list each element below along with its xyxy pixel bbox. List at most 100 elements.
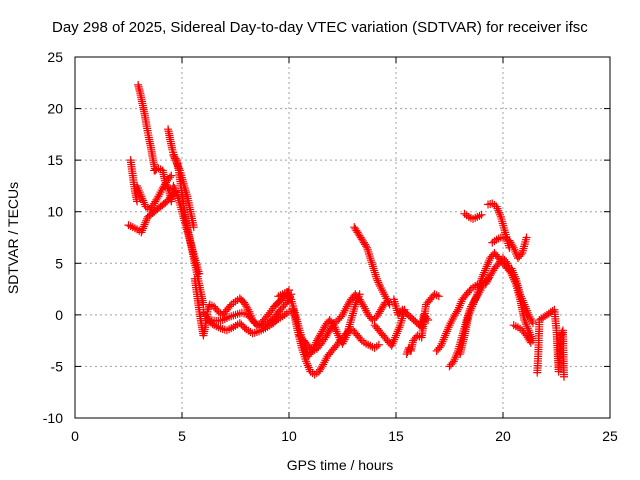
- data-point-interp: [493, 204, 502, 213]
- data-point-interp: [510, 272, 519, 281]
- data-point: [449, 357, 458, 366]
- data-point-interp: [134, 186, 143, 195]
- data-point: [387, 341, 396, 350]
- data-point-interp: [479, 270, 488, 279]
- x-tick-label: 20: [495, 428, 511, 444]
- data-series-trace-20: [460, 209, 486, 223]
- data-point-interp: [182, 188, 191, 197]
- data-point-interp: [496, 210, 505, 219]
- data-point-interp: [467, 304, 476, 313]
- data-point-interp: [377, 284, 386, 293]
- data-point-interp: [375, 280, 384, 289]
- data-point-interp: [304, 363, 313, 372]
- x-tick-label: 15: [388, 428, 404, 444]
- axis-ticks: 0 5 10 15 20 25 -10 -5 0 5 10 15 20 25: [43, 49, 618, 444]
- data-point-interp: [370, 268, 379, 277]
- data-point-interp: [172, 157, 181, 166]
- data-series-trace-21: [484, 199, 514, 252]
- data-point-interp: [360, 304, 369, 313]
- data-point-interp: [443, 325, 452, 334]
- data-point-interp: [141, 218, 150, 227]
- data-point-interp: [516, 250, 525, 259]
- data-point: [169, 150, 178, 159]
- data-point: [203, 305, 212, 314]
- y-tick-label: 15: [47, 152, 63, 168]
- data-point-interp: [465, 308, 474, 317]
- data-point-interp: [494, 206, 503, 215]
- data-point-interp: [395, 323, 404, 332]
- data-point-interp: [508, 266, 517, 275]
- data-point-interp: [380, 290, 389, 299]
- data-point-interp: [319, 325, 328, 334]
- data-point: [507, 264, 516, 273]
- data-point-interp: [366, 256, 375, 265]
- data-point-interp: [362, 242, 371, 251]
- data-point-interp: [468, 302, 477, 311]
- x-tick-label: 0: [71, 428, 79, 444]
- data-point-interp: [367, 258, 376, 267]
- data-point-interp: [456, 299, 465, 308]
- data-point: [492, 202, 501, 211]
- data-point-interp: [471, 294, 480, 303]
- data-point-interp: [478, 272, 487, 281]
- data-point: [319, 360, 328, 369]
- data-point-interp: [466, 306, 475, 315]
- data-point-interp: [320, 358, 329, 367]
- y-tick-label: 25: [47, 49, 63, 65]
- data-point-interp: [482, 262, 491, 271]
- data-point: [382, 294, 391, 303]
- data-point-interp: [381, 292, 390, 301]
- data-series-trace-25: [509, 321, 535, 347]
- data-point-interp: [525, 336, 534, 345]
- data-point: [154, 192, 163, 201]
- x-axis-label: GPS time / hours: [287, 457, 394, 473]
- data-point-interp: [378, 286, 387, 295]
- data-point: [526, 338, 535, 347]
- data-point-interp: [165, 173, 174, 182]
- data-series-trace-15: [370, 305, 409, 350]
- data-point-interp: [452, 307, 461, 316]
- data-series-trace-27: [389, 295, 433, 332]
- data-point-interp: [495, 208, 504, 217]
- data-point-interp: [438, 337, 447, 346]
- data-point: [169, 181, 178, 190]
- data-point: [454, 305, 463, 314]
- data-point: [372, 274, 381, 283]
- data-point-interp: [155, 190, 164, 199]
- data-point: [445, 321, 454, 330]
- data-series-trace-26: [533, 305, 568, 381]
- data-point-interp: [318, 337, 327, 346]
- data-series-trace-12: [289, 305, 383, 379]
- data-point: [282, 298, 291, 307]
- data-series-trace-17: [432, 279, 484, 355]
- data-series-trace-1: [126, 156, 142, 206]
- y-tick-label: -10: [43, 410, 63, 426]
- data-point: [385, 300, 394, 309]
- y-tick-label: 5: [55, 255, 63, 271]
- data-point-interp: [518, 296, 527, 305]
- data-point-interp: [374, 278, 383, 287]
- data-point: [317, 339, 326, 348]
- data-point: [133, 181, 142, 190]
- data-point-interp: [442, 329, 451, 338]
- data-point-interp: [484, 258, 493, 267]
- data-point-interp: [510, 245, 519, 254]
- data-point-interp: [174, 163, 183, 172]
- data-point-interp: [450, 355, 459, 364]
- data-point-interp: [384, 298, 393, 307]
- data-point: [171, 156, 180, 165]
- plot-frame: [74, 56, 611, 419]
- data-point: [180, 181, 189, 190]
- data-point-interp: [243, 303, 252, 312]
- data-point-interp: [508, 242, 517, 251]
- data-point-interp: [481, 266, 490, 275]
- data-point-interp: [511, 247, 520, 256]
- data-series-trace-7: [169, 150, 198, 232]
- data-point: [524, 310, 533, 319]
- data-point-interp: [516, 292, 525, 301]
- data-point: [359, 302, 368, 311]
- data-point-interp: [391, 333, 400, 342]
- data-point-interp: [181, 186, 190, 195]
